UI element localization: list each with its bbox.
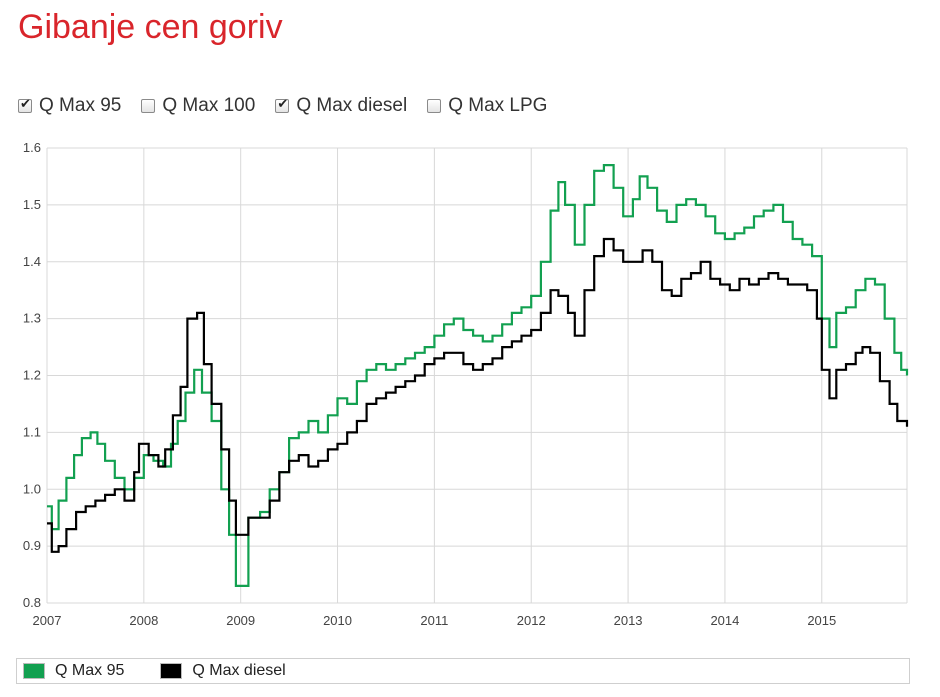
y-tick-label: 1.2 <box>23 368 41 383</box>
series-line-q-max-95 <box>47 164 909 587</box>
legend-swatch <box>160 663 183 679</box>
toggle-q-max-95[interactable]: Q Max 95 <box>18 95 121 117</box>
legend-item-q-max-95[interactable]: Q Max 95 <box>23 662 124 680</box>
legend-label: Q Max diesel <box>192 662 286 679</box>
y-tick-label: 1.4 <box>23 254 41 269</box>
toggle-label: Q Max LPG <box>448 95 548 116</box>
series-line-q-max-diesel <box>47 237 909 553</box>
series-toggles: Q Max 95 Q Max 100 Q Max diesel Q Max LP… <box>18 92 567 120</box>
toggle-q-max-100[interactable]: Q Max 100 <box>141 95 255 117</box>
toggle-q-max-lpg[interactable]: Q Max LPG <box>427 95 547 117</box>
legend-swatch <box>23 663 45 679</box>
checkbox-icon[interactable] <box>427 99 442 113</box>
y-tick-label: 1.1 <box>23 424 41 439</box>
x-tick-label: 2015 <box>807 613 836 628</box>
toggle-label: Q Max diesel <box>296 95 408 116</box>
x-tick-label: 2012 <box>517 613 546 628</box>
y-tick-label: 0.8 <box>23 595 41 610</box>
toggle-q-max-diesel[interactable]: Q Max diesel <box>275 95 407 117</box>
y-tick-label: 1.0 <box>23 481 41 496</box>
y-tick-label: 1.5 <box>23 197 41 212</box>
x-tick-label: 2008 <box>129 613 158 628</box>
x-tick-label: 2007 <box>33 613 62 628</box>
x-tick-label: 2009 <box>226 613 255 628</box>
x-tick-label: 2013 <box>614 613 643 628</box>
toggle-label: Q Max 100 <box>162 95 256 116</box>
legend-item-q-max-diesel[interactable]: Q Max diesel <box>160 662 286 680</box>
toggle-label: Q Max 95 <box>39 95 122 116</box>
legend-label: Q Max 95 <box>55 662 125 679</box>
x-tick-label: 2011 <box>420 613 448 628</box>
x-tick-label: 2014 <box>710 613 739 628</box>
x-tick-label: 2010 <box>323 613 352 628</box>
line-chart: 0.8 0.9 1.0 1.1 1.2 1.3 1.4 1.5 1.6 2007 2008 2009 2… <box>23 140 909 628</box>
checkbox-icon[interactable] <box>18 97 32 113</box>
y-tick-label: 1.3 <box>23 311 41 326</box>
y-tick-label: 1.6 <box>23 140 41 155</box>
chart-legend: Q Max 95 Q Max diesel <box>16 658 910 684</box>
y-tick-label: 0.9 <box>23 538 41 553</box>
checkbox-icon[interactable] <box>141 99 156 113</box>
page-title: Gibanje cen goriv <box>18 8 283 46</box>
checkbox-icon[interactable] <box>275 97 290 113</box>
